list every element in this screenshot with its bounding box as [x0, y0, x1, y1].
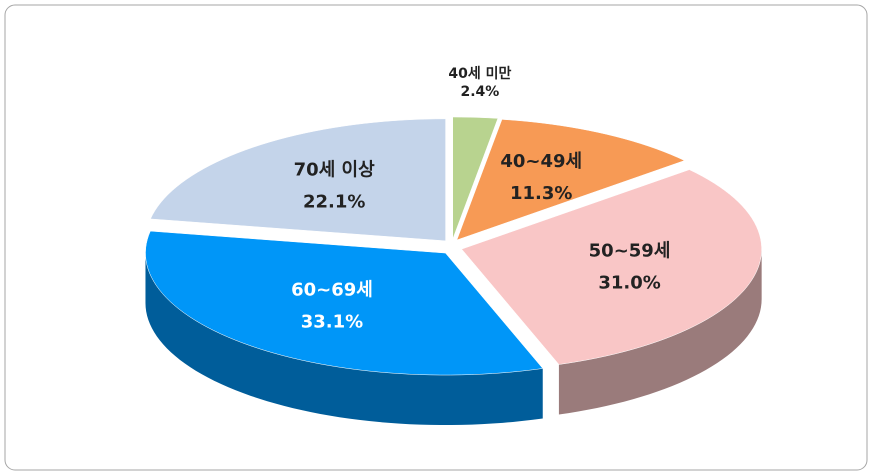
slice-value-label: 31.0%: [598, 273, 660, 294]
slice: [150, 118, 446, 242]
slice-side: [145, 253, 543, 426]
slice-category-label: 40~49세: [500, 151, 582, 172]
slice-value-label: 22.1%: [303, 192, 365, 213]
slice-category-label: 40세 미만: [448, 66, 511, 82]
slice-side: [558, 249, 762, 415]
slice-category-label: 60~69세: [291, 280, 373, 301]
slice-value-label: 33.1%: [301, 312, 363, 333]
slice-value-label: 11.3%: [510, 183, 572, 204]
slice-category-label: 50~59세: [589, 241, 671, 262]
slice-category-label: 70세 이상: [294, 160, 375, 181]
slice: [452, 116, 499, 240]
slice: [145, 230, 544, 376]
slice-value-label: 2.4%: [460, 84, 499, 100]
slice: [461, 169, 762, 365]
slice: [456, 119, 686, 241]
